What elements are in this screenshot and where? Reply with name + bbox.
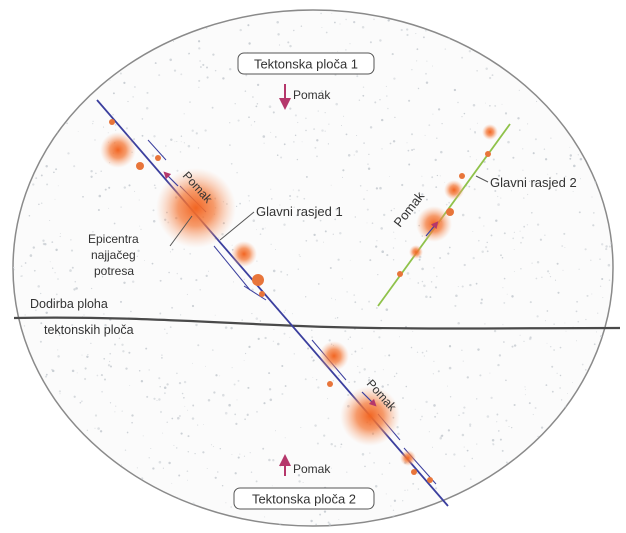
main-fault-1-leader [219,211,255,241]
plate-contact-line [13,316,621,330]
slip-arrows [163,171,439,407]
main-fault-2-label: Glavni rasjed 2 [490,175,577,190]
plate-2-text: Tektonska ploča 2 [252,492,356,507]
epicentre-label-line-2: najjačeg [91,248,136,262]
epicentre-label-line-1: Epicentra [88,232,139,246]
region-ellipse [12,9,614,527]
shift-bottom-label: Pomak [293,462,331,476]
shift-top-label: Pomak [293,88,331,102]
plate-1-text: Tektonska ploča 1 [254,57,358,72]
main-fault-1-label: Glavni rasjed 1 [256,204,343,219]
main-fault-2-leader [475,175,489,183]
epicentre-leader [169,215,193,247]
epicentre-label-line-3: potresa [94,264,134,278]
plate-1-label: Tektonska ploča 1 [237,52,375,75]
fault-1-epicentres [100,119,433,483]
contact-label-line-2: tektonskih ploča [44,323,134,337]
plate-2-label: Tektonska ploča 2 [233,487,375,510]
contact-label-line-1: Dodirba ploha [30,297,108,311]
